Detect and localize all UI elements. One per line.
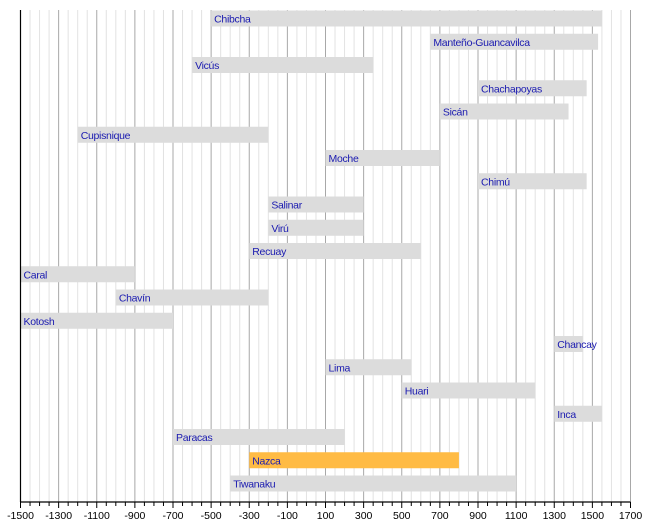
tick-label: 1300 [543, 510, 567, 522]
bar [20, 312, 173, 329]
bar-label: Moche [329, 153, 359, 165]
bar [325, 150, 440, 166]
bar-label: Chimú [481, 176, 510, 188]
bar [325, 359, 412, 376]
bar-label: Inca [557, 409, 576, 421]
timeline-bar-moche: Moche [325, 150, 440, 166]
timeline-bar-chim-: Chimú [478, 173, 587, 190]
timeline-bar-caral: Caral [20, 266, 135, 283]
bar-label: Chavín [119, 293, 151, 305]
bar [439, 103, 569, 120]
tick-label: -1500 [7, 510, 34, 522]
timeline-bar-sic-n: Sicán [439, 103, 569, 120]
bar-label: Sicán [443, 107, 468, 119]
bar-label: Chancay [557, 339, 597, 351]
timeline-bar-paracas: Paracas [173, 429, 345, 445]
tick-label: -1100 [84, 510, 110, 522]
bar [173, 429, 345, 445]
bar [192, 57, 374, 73]
bar-label: Vicús [195, 60, 219, 72]
timeline-bar-vir-: Virú [268, 219, 364, 236]
timeline-bar-cupisnique: Cupisnique [77, 126, 269, 143]
bar-label: Tiwanaku [233, 479, 276, 491]
bar [268, 219, 364, 236]
bar-label: Recuay [252, 246, 287, 258]
tick-label: -1300 [45, 510, 72, 522]
timeline-bar-chancay: Chancay [554, 336, 598, 352]
bar [249, 243, 421, 259]
bar [478, 173, 587, 190]
tick-label: 1100 [505, 510, 528, 522]
bar-label: Salinar [271, 200, 302, 212]
timeline-bar-chav-n: Chavín [115, 289, 269, 306]
timeline-bar-kotosh: Kotosh [20, 312, 173, 329]
bar-label: Chachapoyas [481, 83, 542, 95]
grid-lines [29, 10, 631, 502]
tick-label: -700 [162, 510, 183, 522]
timeline-bar-huari: Huari [401, 382, 536, 399]
tick-label: 100 [317, 510, 335, 522]
bar-label: Nazca [252, 455, 281, 467]
tick-label: 700 [431, 510, 449, 522]
bar [211, 10, 602, 27]
tick-label: -900 [124, 510, 145, 522]
timeline-bar-salinar: Salinar [268, 196, 364, 213]
bar [554, 405, 602, 422]
timeline-bar-recuay: Recuay [249, 243, 421, 259]
bar-label: Cupisnique [81, 130, 131, 142]
timeline-bar-mante-o-guancavilca: Manteño-Guancavilca [430, 33, 599, 50]
bar [230, 475, 517, 492]
tick-label: -300 [239, 510, 260, 522]
bar [554, 336, 583, 352]
timeline-bar-chachapoyas: Chachapoyas [478, 80, 587, 97]
bar [478, 80, 587, 97]
tick-label: -100 [277, 510, 298, 522]
timeline-bar-tiwanaku: Tiwanaku [230, 475, 517, 492]
timeline-bar-lima: Lima [325, 359, 412, 376]
bars: Chibcha Manteño-Guancavilca Vicús Chachapoy… [20, 10, 602, 492]
bar-label: Chibcha [214, 14, 251, 26]
bar-label: Kotosh [24, 316, 55, 328]
tick-label: 500 [393, 510, 411, 522]
timeline-bar-nazca: Nazca [249, 452, 459, 469]
x-axis: -1500 -1300 -1100 -900 -700 -500 -300 -100 100 30… [7, 10, 642, 522]
bar [268, 196, 364, 213]
bar-label: Caral [24, 269, 48, 281]
bar-label: Huari [405, 386, 429, 398]
tick-label: 1700 [619, 510, 643, 522]
bar [115, 289, 269, 306]
timeline-bar-vic-s: Vicús [192, 57, 374, 73]
tick-label: 900 [469, 510, 487, 522]
bar [20, 266, 135, 283]
bar-label: Manteño-Guancavilca [433, 37, 530, 49]
bar-label: Paracas [176, 432, 212, 444]
bar-label: Lima [329, 362, 351, 374]
bar [77, 126, 269, 143]
bar-label: Virú [271, 223, 289, 235]
bar [401, 382, 536, 399]
timeline-bar-inca: Inca [554, 405, 602, 422]
tick-label: -500 [201, 510, 222, 522]
timeline-bar-chibcha: Chibcha [211, 10, 602, 27]
tick-label: 300 [355, 510, 373, 522]
bar [249, 452, 459, 469]
tick-label: 1500 [581, 510, 605, 522]
bar [430, 33, 599, 50]
